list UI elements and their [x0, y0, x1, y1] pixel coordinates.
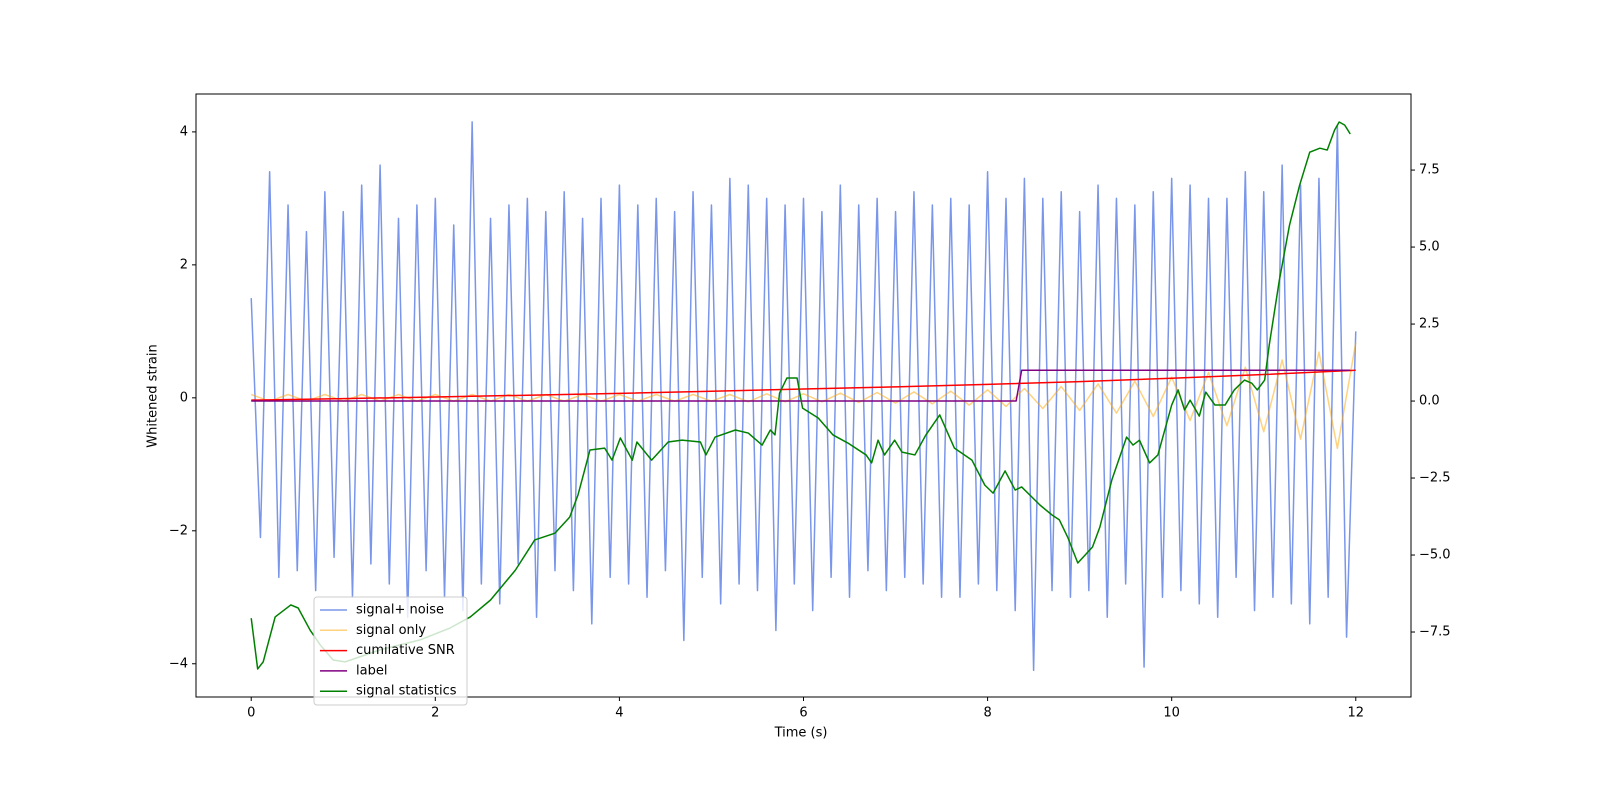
legend-box: [313, 596, 468, 706]
y2-tick-label: 0.0: [1419, 394, 1440, 409]
legend-label: label: [356, 663, 387, 678]
series-line: [250, 342, 1357, 450]
series-line: [250, 121, 1357, 672]
legend-label: signal statistics: [356, 684, 457, 699]
y-tick-label: 4: [180, 124, 188, 139]
y2-tick-label: 7.5: [1419, 163, 1440, 178]
x-tick-label: 2: [431, 706, 439, 721]
x-tick-label: 6: [799, 706, 807, 721]
y2-tick-label: −7.5: [1419, 625, 1451, 640]
legend-label: signal+ noise: [356, 603, 444, 618]
y-tick-label: −4: [169, 656, 188, 671]
legend-label: cumilative SNR: [356, 643, 455, 658]
legend-label: signal only: [356, 623, 426, 638]
x-tick-label: 0: [247, 706, 255, 721]
y-tick-label: 2: [180, 257, 188, 272]
y-tick-label: 0: [180, 390, 188, 405]
plot-area: [250, 121, 1357, 672]
series-line: [250, 121, 1351, 670]
series-line: [251, 369, 1351, 402]
x-tick-label: 4: [615, 706, 623, 721]
x-tick-label: 12: [1347, 706, 1364, 721]
x-tick-label: 10: [1163, 706, 1180, 721]
y2-tick-label: 5.0: [1419, 240, 1440, 255]
y2-tick-label: 2.5: [1419, 317, 1440, 332]
y2-tick-label: −2.5: [1419, 471, 1451, 486]
y-tick-label: −2: [169, 523, 188, 538]
y-axis-label: Whitened strain: [146, 344, 161, 447]
series-line: [251, 369, 1356, 401]
x-tick-label: 8: [983, 706, 991, 721]
legend: signal+ noise signal only cumilative SNR la…: [313, 596, 468, 706]
y2-tick-label: −5.0: [1419, 548, 1451, 563]
x-axis-label: Time (s): [774, 726, 828, 741]
